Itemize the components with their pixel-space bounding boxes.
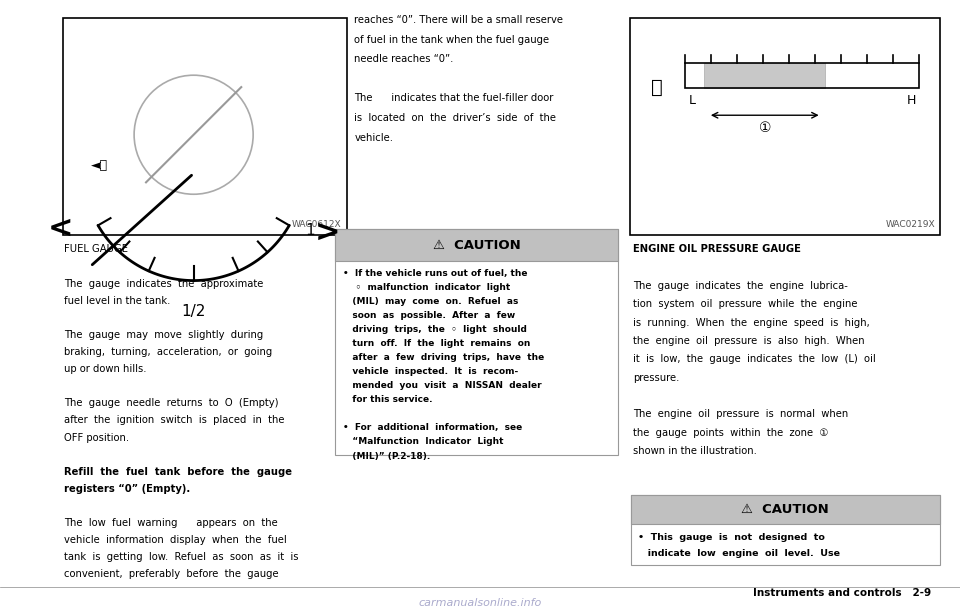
Text: tank  is  getting  low.  Refuel  as  soon  as  it  is: tank is getting low. Refuel as soon as i… xyxy=(64,552,299,562)
Text: The  gauge  indicates  the  engine  lubrica-: The gauge indicates the engine lubrica- xyxy=(633,281,848,291)
Text: The  gauge  may  move  slightly  during: The gauge may move slightly during xyxy=(64,330,264,340)
Ellipse shape xyxy=(134,75,253,194)
Text: •  This  gauge  is  not  designed  to: • This gauge is not designed to xyxy=(638,533,826,542)
Text: soon  as  possible.  After  a  few: soon as possible. After a few xyxy=(343,311,515,320)
Text: 1/2: 1/2 xyxy=(181,304,205,319)
Text: The  gauge  needle  returns  to  O  (Empty): The gauge needle returns to O (Empty) xyxy=(64,398,278,408)
FancyBboxPatch shape xyxy=(704,64,826,88)
Text: •  For  additional  information,  see: • For additional information, see xyxy=(343,423,522,433)
Text: shown in the illustration.: shown in the illustration. xyxy=(633,446,756,456)
Text: vehicle  information  display  when  the  fuel: vehicle information display when the fue… xyxy=(64,535,287,545)
Text: •  If the vehicle runs out of fuel, the: • If the vehicle runs out of fuel, the xyxy=(343,269,527,278)
Text: is  located  on  the  driver’s  side  of  the: is located on the driver’s side of the xyxy=(354,113,556,123)
Text: “Malfunction  Indicator  Light: “Malfunction Indicator Light xyxy=(343,437,503,447)
Text: WAC0612X: WAC0612X xyxy=(292,220,342,229)
Text: needle reaches “0”.: needle reaches “0”. xyxy=(354,54,454,64)
Text: The  gauge  indicates  the  approximate: The gauge indicates the approximate xyxy=(64,279,264,288)
Text: ①: ① xyxy=(758,122,771,136)
Text: vehicle  inspected.  It  is  recom-: vehicle inspected. It is recom- xyxy=(343,367,518,376)
Text: L: L xyxy=(688,94,695,107)
Text: >: > xyxy=(315,218,341,247)
Text: mended  you  visit  a  NISSAN  dealer: mended you visit a NISSAN dealer xyxy=(343,381,541,390)
Text: indicate  low  engine  oil  level.  Use: indicate low engine oil level. Use xyxy=(638,549,840,558)
Text: after  the  ignition  switch  is  placed  in  the: after the ignition switch is placed in t… xyxy=(64,415,285,425)
Text: the  gauge  points  within  the  zone  ①: the gauge points within the zone ① xyxy=(633,428,828,437)
Text: is  running.  When  the  engine  speed  is  high,: is running. When the engine speed is hig… xyxy=(633,318,870,327)
FancyBboxPatch shape xyxy=(630,18,940,235)
Text: (MIL)  may  come  on.  Refuel  as: (MIL) may come on. Refuel as xyxy=(343,297,518,306)
Text: The  engine  oil  pressure  is  normal  when: The engine oil pressure is normal when xyxy=(633,409,848,419)
Text: driving  trips,  the  ◦  light  should: driving trips, the ◦ light should xyxy=(343,325,527,334)
Text: The      indicates that the fuel-filler door: The indicates that the fuel-filler door xyxy=(354,93,554,103)
Text: braking,  turning,  acceleration,  or  going: braking, turning, acceleration, or going xyxy=(64,347,273,357)
Text: pressure.: pressure. xyxy=(633,373,679,382)
FancyBboxPatch shape xyxy=(335,229,618,261)
Text: (MIL)” (P.2-18).: (MIL)” (P.2-18). xyxy=(343,452,430,461)
FancyBboxPatch shape xyxy=(63,18,347,235)
Text: ◦  malfunction  indicator  light: ◦ malfunction indicator light xyxy=(343,283,510,292)
Text: FUEL GAUGE: FUEL GAUGE xyxy=(64,244,129,254)
Text: up or down hills.: up or down hills. xyxy=(64,364,147,374)
Text: after  a  few  driving  trips,  have  the: after a few driving trips, have the xyxy=(343,353,544,362)
Text: it  is  low,  the  gauge  indicates  the  low  (L)  oil: it is low, the gauge indicates the low (… xyxy=(633,354,876,364)
Text: vehicle.: vehicle. xyxy=(354,133,394,142)
Text: for this service.: for this service. xyxy=(343,395,432,404)
Text: ⚠  CAUTION: ⚠ CAUTION xyxy=(741,503,829,516)
FancyBboxPatch shape xyxy=(631,495,940,565)
Text: convenient,  preferably  before  the  gauge: convenient, preferably before the gauge xyxy=(64,569,279,579)
Text: carmanualsonline.info: carmanualsonline.info xyxy=(419,598,541,608)
Text: 🛢: 🛢 xyxy=(651,78,662,97)
Text: ⚠  CAUTION: ⚠ CAUTION xyxy=(433,238,520,252)
Text: registers “0” (Empty).: registers “0” (Empty). xyxy=(64,484,191,494)
Text: 1: 1 xyxy=(305,224,315,238)
FancyBboxPatch shape xyxy=(631,495,940,524)
Text: ENGINE OIL PRESSURE GAUGE: ENGINE OIL PRESSURE GAUGE xyxy=(633,244,801,254)
Text: turn  off.  If  the  light  remains  on: turn off. If the light remains on xyxy=(343,339,530,348)
Text: the  engine  oil  pressure  is  also  high.  When: the engine oil pressure is also high. Wh… xyxy=(633,336,864,346)
Text: Instruments and controls   2-9: Instruments and controls 2-9 xyxy=(753,588,931,598)
Text: of fuel in the tank when the fuel gauge: of fuel in the tank when the fuel gauge xyxy=(354,35,549,45)
Text: Refill  the  fuel  tank  before  the  gauge: Refill the fuel tank before the gauge xyxy=(64,467,292,477)
Text: The  low  fuel  warning      appears  on  the: The low fuel warning appears on the xyxy=(64,518,278,528)
Text: ◄⛽: ◄⛽ xyxy=(91,159,108,172)
Text: fuel level in the tank.: fuel level in the tank. xyxy=(64,296,171,306)
FancyBboxPatch shape xyxy=(335,229,618,455)
Text: reaches “0”. There will be a small reserve: reaches “0”. There will be a small reser… xyxy=(354,15,564,25)
Text: WAC0219X: WAC0219X xyxy=(885,220,935,229)
Text: tion  system  oil  pressure  while  the  engine: tion system oil pressure while the engin… xyxy=(633,299,857,309)
Text: OFF position.: OFF position. xyxy=(64,433,130,442)
Text: H: H xyxy=(906,94,916,107)
Text: <: < xyxy=(48,214,74,243)
